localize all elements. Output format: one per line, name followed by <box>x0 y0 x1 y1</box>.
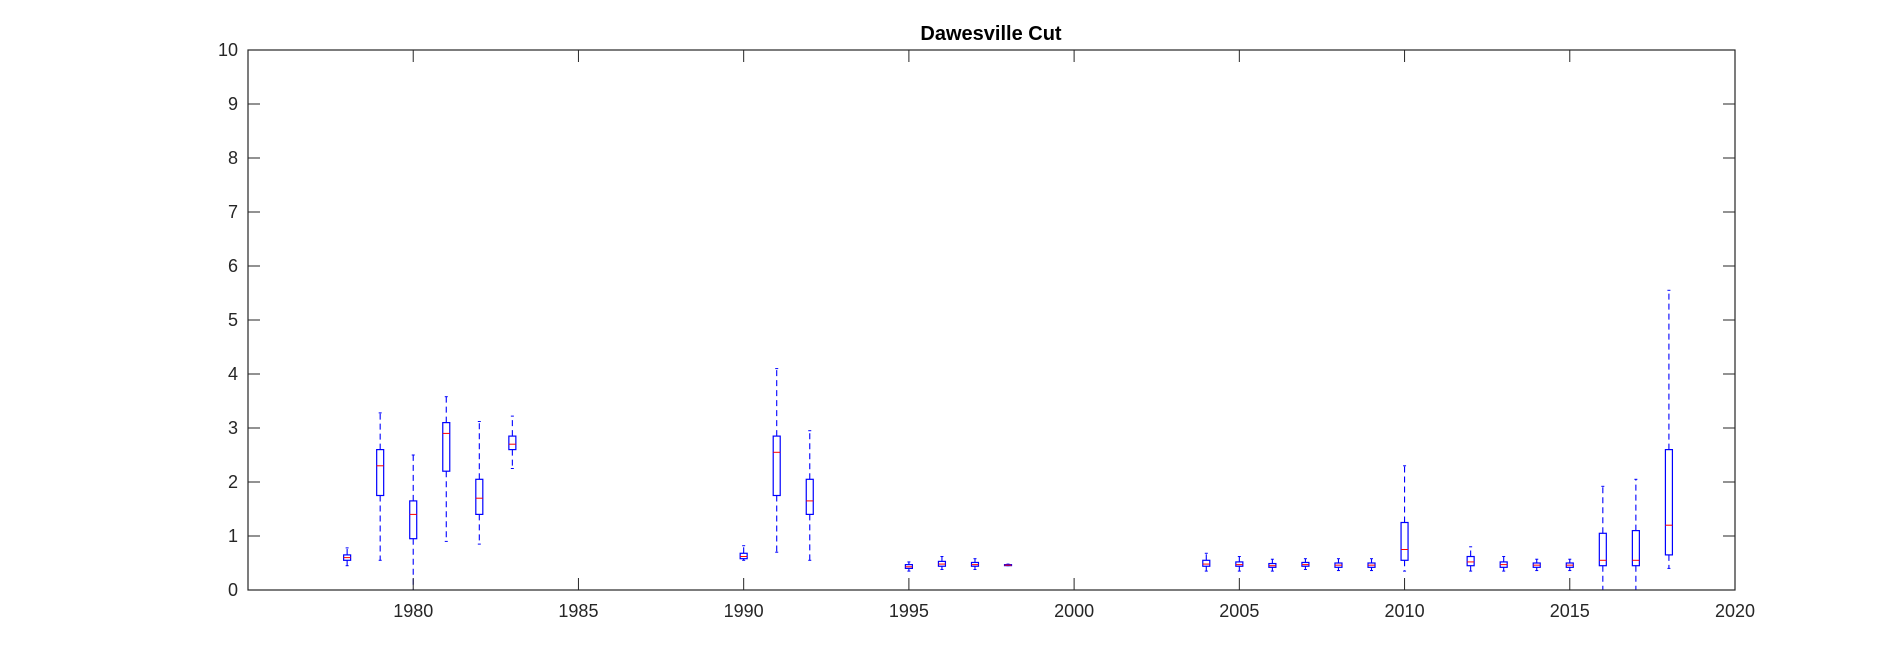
box-1983 <box>508 415 517 469</box>
box-1997 <box>970 558 980 570</box>
box-1990 <box>739 545 748 561</box>
box-iqr <box>1664 449 1674 556</box>
box-iqr <box>1202 559 1211 567</box>
x-tick-label: 1990 <box>724 601 764 621</box>
box-2017 <box>1631 478 1640 591</box>
box-1982 <box>475 421 484 545</box>
box-iqr <box>772 435 781 497</box>
chart-title: Dawesville Cut <box>920 23 1062 45</box>
x-tick-label: 2020 <box>1715 601 1755 621</box>
box-1981 <box>442 396 451 542</box>
box-iqr <box>739 552 748 560</box>
box-2005 <box>1235 556 1244 572</box>
box-iqr <box>1466 555 1475 567</box>
box-2008 <box>1334 558 1343 572</box>
boxes-layer <box>343 289 1674 591</box>
y-tick-label: 5 <box>228 310 238 330</box>
box-iqr <box>1235 561 1244 567</box>
y-tick-label: 6 <box>228 256 238 276</box>
y-tick-label: 3 <box>228 418 238 438</box>
box-1978 <box>343 547 352 567</box>
box-iqr <box>508 435 517 451</box>
axes-layer: 0 1 2 3 4 5 6 7 8 9 10 1980 1985 1990 1995 2000 2005 2010… <box>218 40 1755 621</box>
x-tick-label: 1985 <box>558 601 598 621</box>
box-2006 <box>1268 558 1277 572</box>
x-tick-label: 2005 <box>1219 601 1259 621</box>
box-2016 <box>1598 485 1607 591</box>
box-2013 <box>1499 556 1508 572</box>
y-tick-label: 0 <box>228 580 238 600</box>
x-tick-label: 2015 <box>1550 601 1590 621</box>
box-2004 <box>1202 552 1211 572</box>
box-2015 <box>1565 558 1574 572</box>
box-2007 <box>1301 558 1310 570</box>
box-1979 <box>376 412 385 561</box>
box-2012 <box>1466 546 1475 572</box>
y-tick-label: 7 <box>228 202 238 222</box>
box-iqr <box>1598 532 1607 567</box>
box-1998 <box>1003 563 1013 567</box>
box-2010 <box>1400 465 1409 572</box>
x-tick-label: 2000 <box>1054 601 1094 621</box>
box-iqr <box>805 478 814 515</box>
box-iqr <box>376 449 385 497</box>
box-1992 <box>805 430 814 561</box>
box-2014 <box>1532 558 1541 572</box>
y-tick-label: 9 <box>228 94 238 114</box>
box-iqr <box>442 422 451 472</box>
box-iqr <box>409 500 418 540</box>
box-iqr <box>475 478 484 515</box>
y-tick-label: 4 <box>228 364 238 384</box>
x-tick-label: 1980 <box>393 601 433 621</box>
box-2009 <box>1367 558 1376 572</box>
y-tick-label: 1 <box>228 526 238 546</box>
box-iqr <box>1400 521 1409 561</box>
box-1991 <box>772 368 781 553</box>
x-tick-label: 1995 <box>889 601 929 621</box>
box-1995 <box>904 561 913 572</box>
box-2018 <box>1664 289 1674 569</box>
x-tick-label: 2010 <box>1385 601 1425 621</box>
box-iqr <box>1631 529 1640 567</box>
box-1996 <box>937 556 947 570</box>
y-tick-label: 10 <box>218 40 238 60</box>
y-tick-label: 8 <box>228 148 238 168</box>
y-tick-label: 2 <box>228 472 238 492</box>
